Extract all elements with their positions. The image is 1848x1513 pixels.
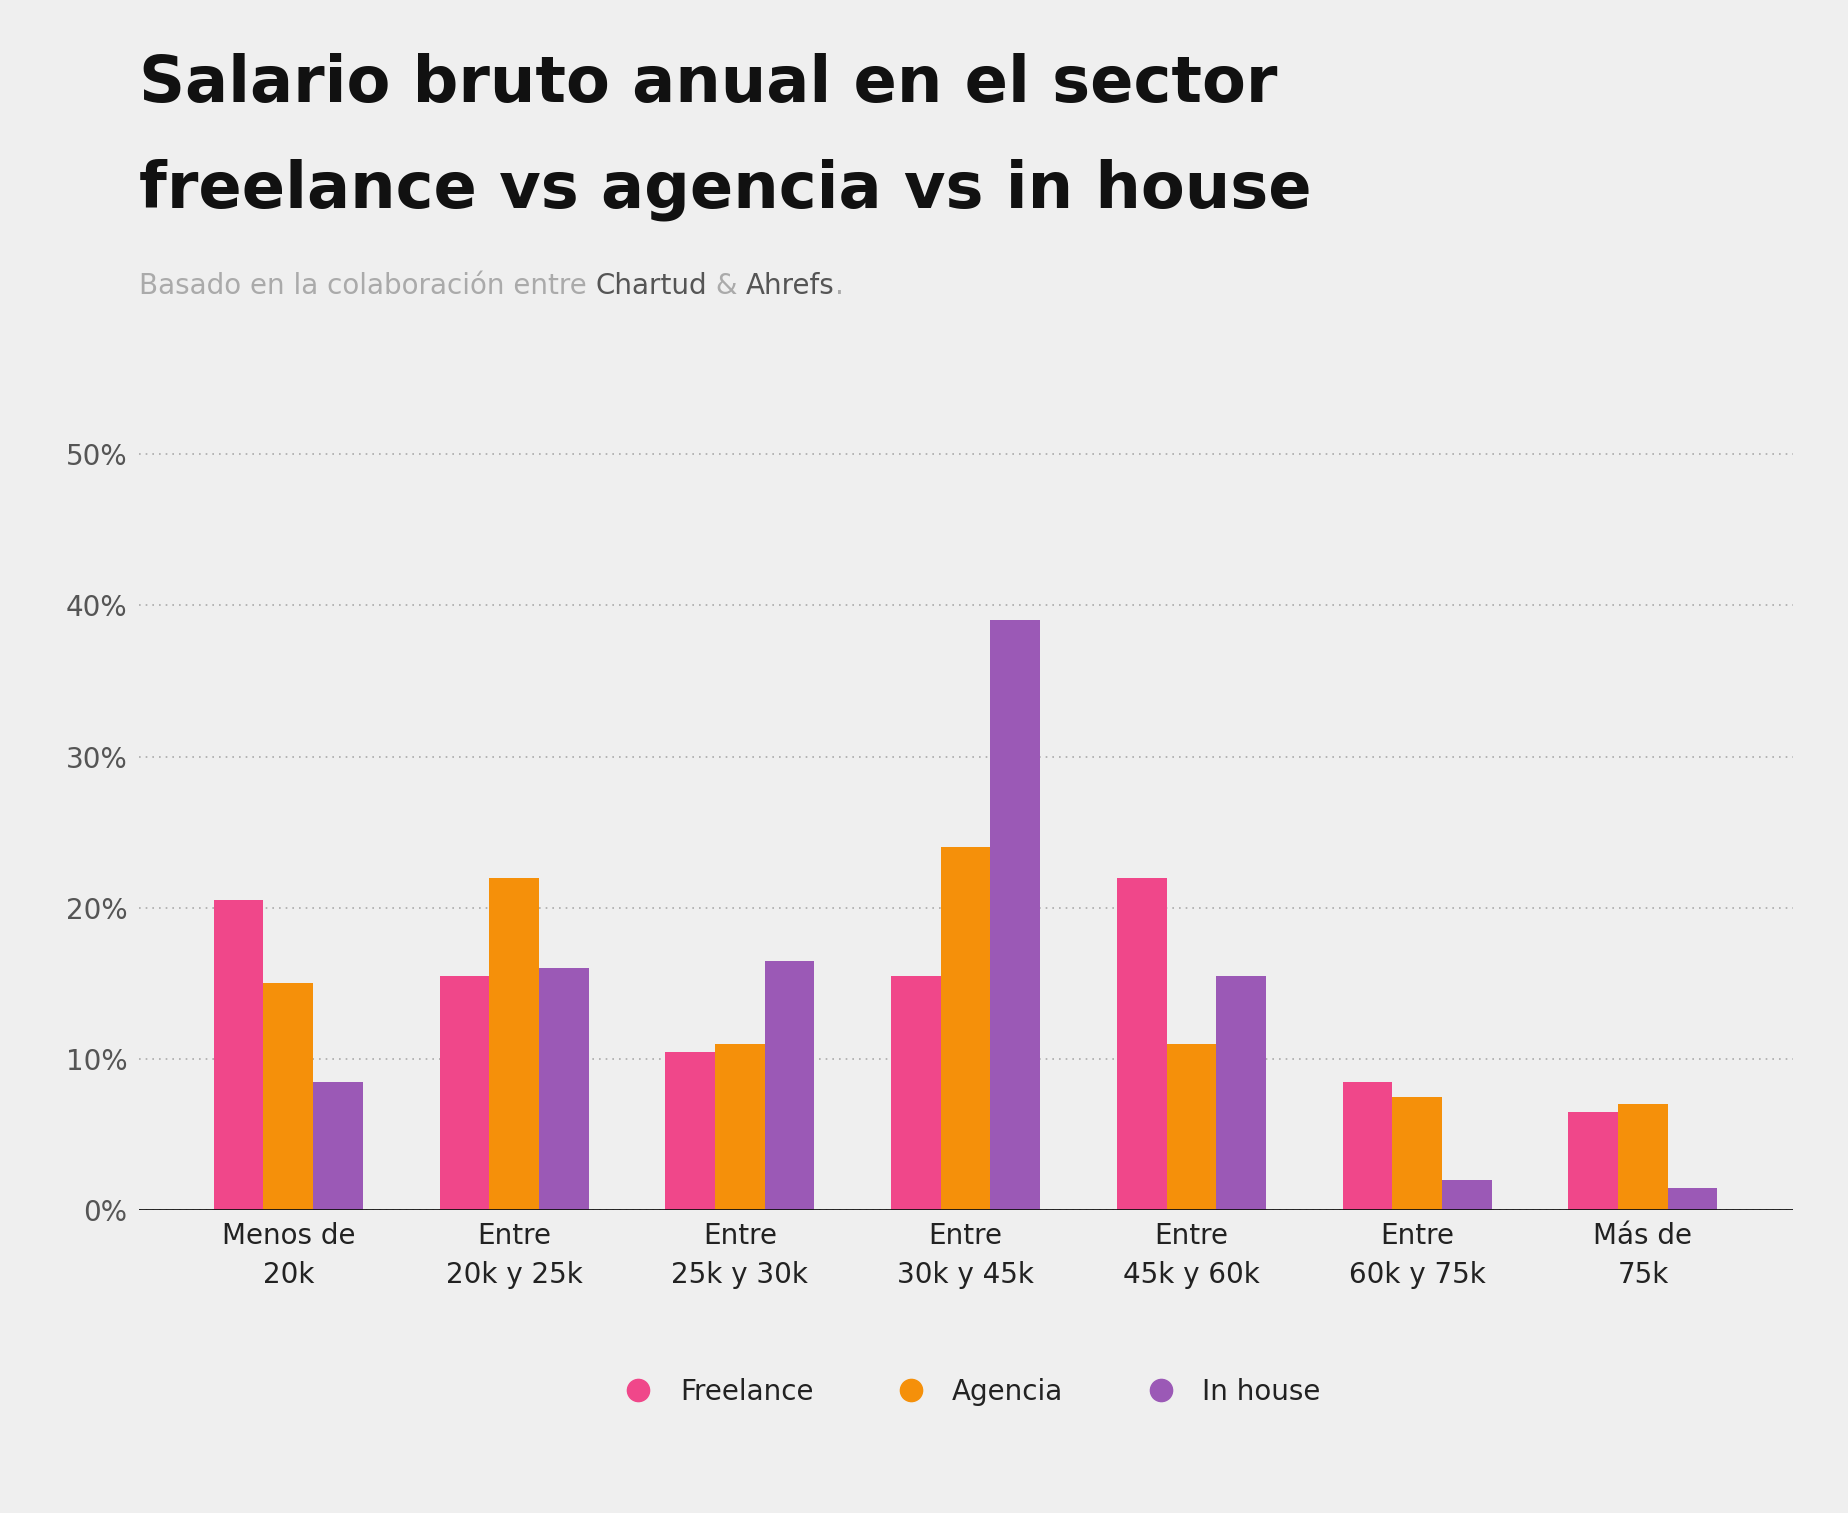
Bar xyxy=(1569,1112,1619,1210)
Bar xyxy=(991,620,1040,1210)
Bar xyxy=(1392,1097,1441,1210)
Bar xyxy=(715,1044,765,1210)
Bar xyxy=(1441,1180,1491,1210)
Bar xyxy=(1166,1044,1216,1210)
Text: Basado en la colaboración entre: Basado en la colaboración entre xyxy=(139,272,595,301)
Bar xyxy=(891,976,941,1210)
Bar xyxy=(264,983,312,1210)
Bar xyxy=(1619,1104,1667,1210)
Bar xyxy=(1667,1188,1717,1210)
Text: Ahrefs: Ahrefs xyxy=(747,272,835,301)
Bar xyxy=(665,1052,715,1210)
Bar xyxy=(490,878,540,1210)
Bar xyxy=(440,976,490,1210)
Text: Chartud: Chartud xyxy=(595,272,706,301)
Text: Salario bruto anual en el sector: Salario bruto anual en el sector xyxy=(139,53,1277,115)
Bar xyxy=(312,1082,362,1210)
Bar xyxy=(1216,976,1266,1210)
Bar xyxy=(214,900,264,1210)
Bar xyxy=(941,847,991,1210)
Text: freelance vs agencia vs in house: freelance vs agencia vs in house xyxy=(139,159,1312,221)
Text: &: & xyxy=(706,272,747,301)
Bar xyxy=(540,968,588,1210)
Bar xyxy=(1116,878,1166,1210)
Bar xyxy=(765,961,815,1210)
Text: .: . xyxy=(835,272,845,301)
Bar xyxy=(1343,1082,1392,1210)
Legend: Freelance, Agencia, In house: Freelance, Agencia, In house xyxy=(599,1366,1332,1416)
